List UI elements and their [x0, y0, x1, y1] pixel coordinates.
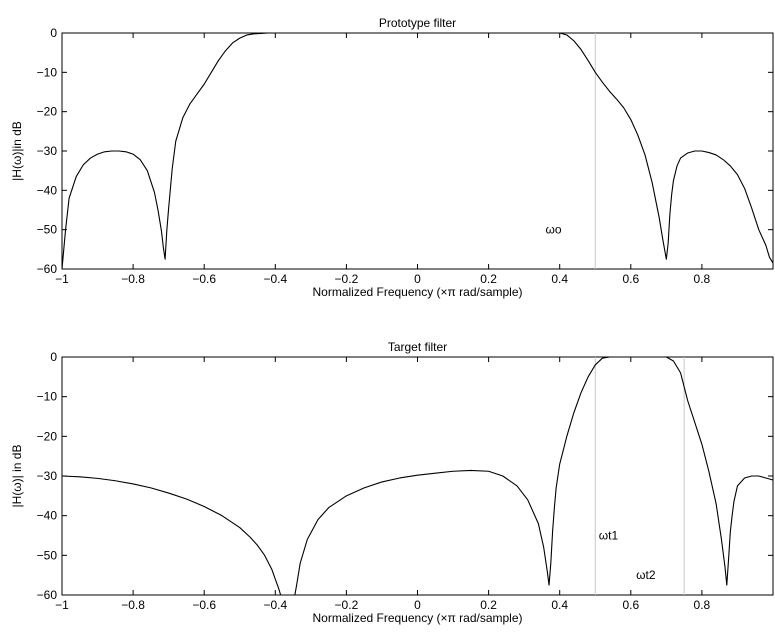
x-tick-label: 0.2 [480, 598, 497, 612]
x-tick-label: −0.6 [192, 272, 216, 286]
x-axis-label: Normalized Frequency (×π rad/sample) [312, 285, 522, 299]
x-axis-label: Normalized Frequency (×π rad/sample) [312, 611, 522, 625]
magnitude-response-line [61, 356, 774, 596]
frequency-annotation: ωt2 [636, 568, 656, 582]
x-tick-label: 0 [414, 272, 421, 286]
x-tick-label: 0.6 [622, 598, 639, 612]
y-tick-label: −30 [37, 144, 58, 158]
x-tick-label: 0.8 [694, 598, 711, 612]
y-tick-label: −30 [37, 469, 58, 483]
chart-title: Prototype filter [379, 16, 456, 30]
frequency-annotation: ωo [545, 223, 561, 237]
chart-title: Target filter [388, 340, 447, 354]
y-tick-label: 0 [50, 350, 57, 364]
y-tick-label: −60 [37, 262, 58, 276]
y-tick-label: 0 [50, 26, 57, 40]
y-tick-label: −40 [37, 183, 58, 197]
y-tick-label: −50 [37, 223, 58, 237]
x-tick-label: 0.4 [551, 272, 568, 286]
plot-area-frame [61, 356, 774, 596]
x-tick-label: 0.4 [551, 598, 568, 612]
x-tick-label: −0.4 [263, 272, 287, 286]
x-tick-label: −0.6 [192, 598, 216, 612]
y-tick-label: −60 [37, 588, 58, 602]
x-tick-label: −1 [55, 598, 69, 612]
plot-area-frame [61, 32, 774, 270]
x-tick-label: −0.8 [121, 272, 145, 286]
y-tick-label: −50 [37, 548, 58, 562]
y-tick-label: −40 [37, 509, 58, 523]
x-tick-label: −0.2 [335, 272, 359, 286]
x-tick-label: 0.6 [622, 272, 639, 286]
target-filter-panel: Target filter |H(ω)| in dB Normalized Fr… [10, 340, 774, 625]
prototype-filter-panel: Prototype filter |H(ω)|in dB Normalized … [10, 16, 774, 299]
x-tick-label: −0.2 [335, 598, 359, 612]
frequency-annotation: ωt1 [599, 529, 619, 543]
x-tick-label: 0.2 [480, 272, 497, 286]
y-tick-label: −20 [37, 105, 58, 119]
x-tick-label: 0 [414, 598, 421, 612]
x-tick-label: −1 [55, 272, 69, 286]
y-axis-label: |H(ω)|in dB [10, 121, 24, 181]
y-tick-label: −10 [37, 390, 58, 404]
y-tick-label: −10 [37, 65, 58, 79]
y-tick-label: −20 [37, 429, 58, 443]
y-axis-label: |H(ω)| in dB [10, 445, 24, 508]
magnitude-response-line [61, 32, 774, 270]
x-tick-label: −0.8 [121, 598, 145, 612]
x-tick-label: −0.4 [263, 598, 287, 612]
x-tick-label: 0.8 [694, 272, 711, 286]
